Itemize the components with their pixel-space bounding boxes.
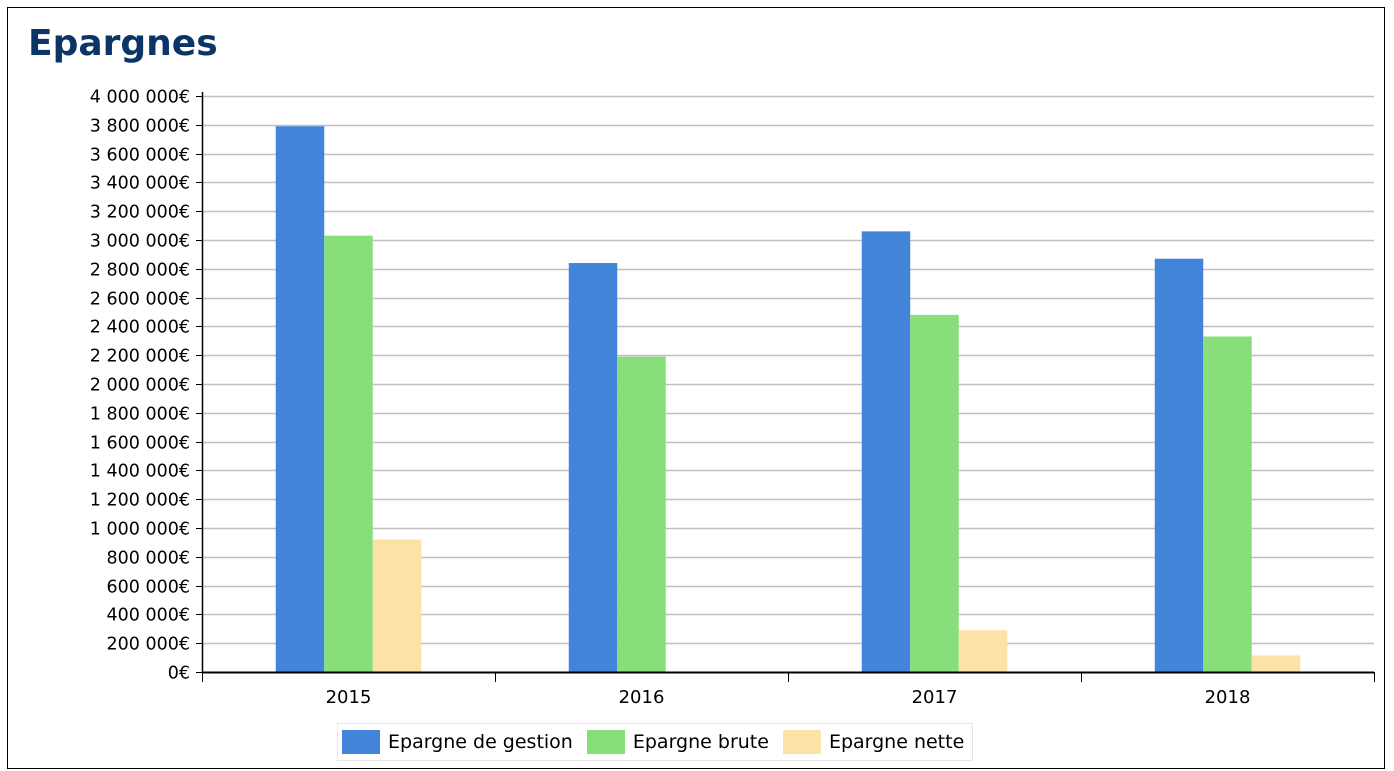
bar-epargne-de-gestion-2017 bbox=[861, 231, 911, 673]
bar-epargne-de-gestion-2015 bbox=[275, 126, 325, 673]
bar-epargne-brute-2017 bbox=[910, 314, 959, 672]
bar-epargne-nette-2017 bbox=[958, 630, 1008, 672]
y-tick-label: 200 000€ bbox=[106, 635, 190, 655]
legend-item: Epargne brute bbox=[586, 730, 769, 754]
y-tick-label: 3 600 000€ bbox=[90, 146, 190, 166]
bar-epargne-nette-2018 bbox=[1251, 655, 1301, 672]
bar-epargne-brute-2016 bbox=[617, 356, 666, 672]
bars bbox=[275, 126, 1301, 673]
bar-epargne-de-gestion-2018 bbox=[1154, 258, 1204, 672]
legend-swatch bbox=[342, 730, 380, 754]
legend-item: Epargne de gestion bbox=[342, 730, 573, 754]
legend-label: Epargne nette bbox=[828, 731, 965, 753]
x-axis-tick-labels: 2015 2016 2017 2018 bbox=[202, 672, 1375, 708]
y-tick-label: 3 400 000€ bbox=[90, 174, 190, 194]
y-tick-label: 2 800 000€ bbox=[90, 261, 190, 281]
y-tick-label: 1 600 000€ bbox=[90, 434, 190, 454]
x-tick-label: 2015 bbox=[326, 687, 372, 708]
y-tick-label: 1 400 000€ bbox=[90, 462, 190, 482]
y-tick-label: 2 200 000€ bbox=[90, 347, 190, 367]
y-tick-label: 2 000 000€ bbox=[90, 376, 190, 396]
bar-epargne-nette-2015 bbox=[372, 539, 422, 672]
bar-epargne-brute-2018 bbox=[1203, 336, 1252, 672]
legend-swatch bbox=[782, 730, 821, 754]
legend-swatch bbox=[586, 730, 625, 754]
bar-epargne-de-gestion-2016 bbox=[568, 263, 618, 672]
chart-title: Epargnes bbox=[28, 23, 218, 64]
y-tick-label: 1 000 000€ bbox=[90, 520, 190, 540]
x-tick-label: 2018 bbox=[1205, 687, 1251, 708]
y-tick-label: 400 000€ bbox=[106, 606, 190, 626]
legend-label: Epargne de gestion bbox=[388, 731, 573, 753]
x-tick-label: 2016 bbox=[619, 687, 665, 708]
y-tick-label: 3 800 000€ bbox=[90, 117, 190, 137]
y-tick-label: 2 400 000€ bbox=[90, 318, 190, 338]
legend-label: Epargne brute bbox=[632, 731, 769, 753]
y-tick-label: 800 000€ bbox=[106, 549, 190, 569]
y-tick-label: 3 200 000€ bbox=[90, 203, 190, 223]
y-tick-label: 600 000€ bbox=[106, 578, 190, 598]
x-tick-label: 2017 bbox=[912, 687, 958, 708]
y-tick-label: 2 600 000€ bbox=[90, 290, 190, 310]
y-tick-label: 4 000 000€ bbox=[90, 88, 190, 108]
bar-epargne-brute-2015 bbox=[324, 235, 373, 672]
legend-item: Epargne nette bbox=[782, 730, 965, 754]
y-tick-label: 1 800 000€ bbox=[90, 405, 190, 425]
y-tick-label: 3 000 000€ bbox=[90, 232, 190, 252]
y-axis-tick-labels: 0€ 200 000€ 400 000€ 600 000€ 800 000€ 1 000 … bbox=[90, 88, 202, 684]
y-tick-label: 1 200 000€ bbox=[90, 491, 190, 511]
y-tick-label: 0€ bbox=[168, 664, 190, 684]
legend: Epargne de gestion Epargne brute Epargne n… bbox=[337, 723, 974, 761]
